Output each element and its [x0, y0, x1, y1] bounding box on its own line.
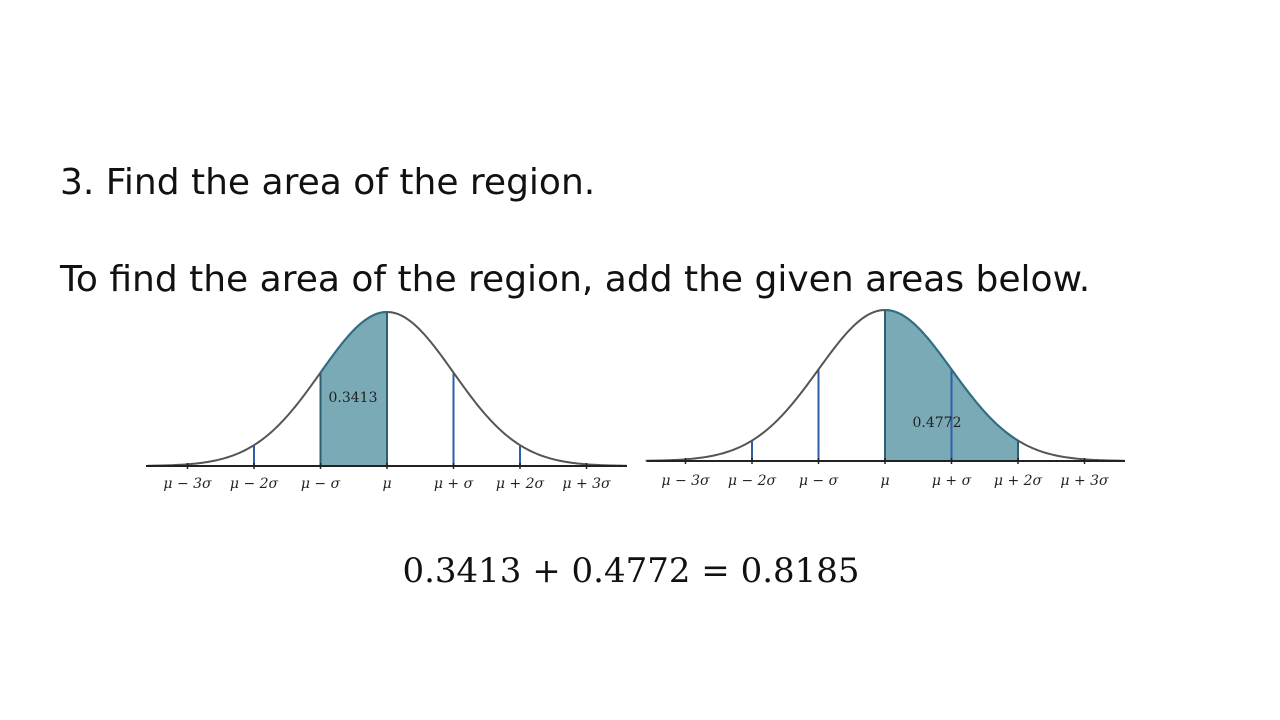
- tick-label: μ + σ: [932, 473, 972, 489]
- normal-curve-diagram-left: μ − 3σ μ − 2σ μ − σ μ μ + σ μ + 2σ μ + 3σ 0.341…: [146, 310, 627, 492]
- shaded-area-edge: [884, 309, 1019, 442]
- tick-label: μ + σ: [434, 476, 474, 492]
- sum-equation: 0.3413 + 0.4772 = 0.8185: [402, 551, 859, 591]
- tick-label: μ − 3σ: [163, 476, 212, 492]
- shaded-area-edge: [319, 311, 388, 374]
- area-value-label: 0.3413: [329, 390, 378, 406]
- tick-label: μ + 3σ: [1060, 473, 1109, 489]
- tick-label: μ: [880, 473, 889, 489]
- tick-label: μ + 2σ: [994, 473, 1043, 489]
- shaded-area: [320, 312, 387, 466]
- tick-label: μ − σ: [799, 473, 839, 489]
- tick-label: μ − 3σ: [661, 473, 710, 489]
- area-value-label: 0.4772: [913, 415, 962, 431]
- tick-label: μ − σ: [301, 476, 341, 492]
- tick-label: μ: [382, 476, 391, 492]
- tick-label: μ + 3σ: [562, 476, 611, 492]
- tick-label: μ − 2σ: [230, 476, 279, 492]
- tick-label: μ − 2σ: [728, 473, 777, 489]
- slide-instruction: To find the area of the region, add the …: [60, 259, 1091, 300]
- normal-curve-diagram-right: μ − 3σ μ − 2σ μ − σ μ μ + σ μ + 2σ μ + 3σ 0.477…: [645, 308, 1125, 489]
- tick-label: μ + 2σ: [496, 476, 545, 492]
- slide-heading: 3. Find the area of the region.: [60, 162, 596, 203]
